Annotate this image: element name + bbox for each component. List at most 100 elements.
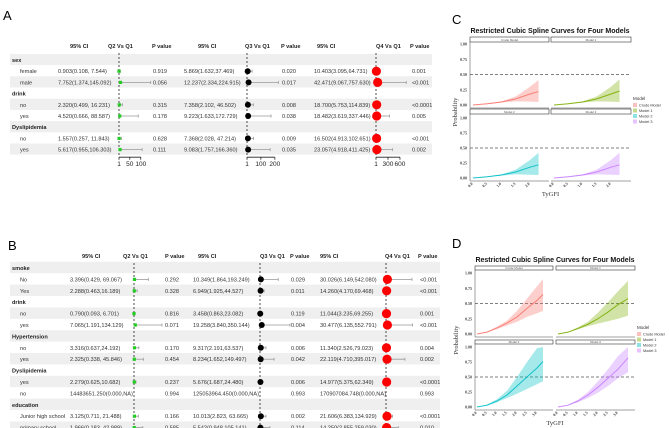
confidence-band bbox=[554, 79, 620, 105]
column-header: P value bbox=[152, 44, 172, 50]
x-tick-label: 1.5 bbox=[501, 410, 508, 417]
p-value: 0.993 bbox=[420, 391, 434, 397]
p-value: <0.0001 bbox=[420, 380, 440, 386]
x-tick-label: 1.5 bbox=[590, 181, 597, 188]
row-label: no bbox=[20, 103, 26, 109]
p-value: 0.585 bbox=[165, 426, 179, 428]
facet-strip-label: Model 2 bbox=[504, 110, 515, 114]
p-value: <0.001 bbox=[420, 323, 437, 329]
ci-text: 5.676(1.687,24.480) bbox=[193, 380, 244, 386]
estimate-marker bbox=[257, 344, 264, 351]
estimate-marker bbox=[132, 357, 136, 361]
axis-tick-label: 1 bbox=[245, 161, 249, 168]
estimate-marker bbox=[244, 68, 251, 75]
ci-text: 8.234(1.652,149.497) bbox=[193, 357, 247, 363]
estimate-marker bbox=[382, 377, 392, 387]
column-header: 95% CI bbox=[198, 254, 217, 260]
group-label: drink bbox=[12, 300, 27, 306]
estimate-marker bbox=[132, 289, 136, 293]
estimate-marker bbox=[244, 135, 251, 142]
estimate-marker bbox=[257, 379, 264, 385]
y-tick-label: 0.75 bbox=[465, 286, 472, 291]
p-value: 0.006 bbox=[291, 346, 305, 352]
x-tick-label: 1.0 bbox=[491, 410, 498, 417]
p-value: 0.004 bbox=[420, 346, 434, 352]
p-value: 0.056 bbox=[153, 80, 167, 86]
legend-swatch bbox=[633, 114, 637, 118]
column-header: P value bbox=[165, 254, 185, 260]
axis-tick-label: 100 bbox=[255, 161, 266, 168]
estimate-marker bbox=[372, 100, 382, 110]
x-tick-label: 1.0 bbox=[572, 410, 579, 417]
estimate-marker bbox=[132, 277, 137, 281]
legend-label: Crude Model bbox=[643, 333, 665, 337]
row-label: No bbox=[20, 277, 27, 283]
legend-label: Crude Model bbox=[639, 104, 661, 108]
facet-strip bbox=[550, 36, 632, 43]
row-shading bbox=[10, 421, 440, 428]
row-shading bbox=[10, 53, 432, 66]
ci-text: 10.013(2.823, 63.665) bbox=[193, 414, 248, 420]
ci-text: 18.482(3.619,337.446) bbox=[314, 114, 371, 120]
ci-text: 10.403(3.095,64.731) bbox=[314, 69, 368, 75]
y-tick-label: 0.75 bbox=[465, 360, 472, 365]
row-label: no bbox=[20, 312, 26, 318]
ci-text: 7.752(1.374,145.092) bbox=[58, 80, 112, 86]
y-tick-label: 0.50 bbox=[460, 146, 467, 151]
x-tick-label: 0.0 bbox=[548, 181, 555, 188]
p-value: <0.0001 bbox=[412, 103, 432, 109]
estimate-marker bbox=[132, 380, 136, 384]
facet-strip bbox=[469, 108, 550, 115]
facet-strip-label: Model 1 bbox=[590, 266, 601, 270]
p-value: 0.009 bbox=[282, 136, 296, 142]
estimate-marker bbox=[372, 145, 382, 155]
y-tick-label: 0.00 bbox=[460, 176, 467, 181]
estimate-marker bbox=[257, 356, 264, 363]
x-tick-label: 0.0 bbox=[552, 410, 559, 417]
row-shading bbox=[10, 284, 440, 296]
column-header: Q4 Vs Q1 bbox=[376, 44, 401, 50]
x-tick-label: 0.0 bbox=[471, 410, 478, 417]
ci-text: 125053964.450(0.000,NA) bbox=[193, 391, 259, 397]
ci-text: 6.949(1.925,44.527) bbox=[193, 289, 244, 295]
legend-swatch bbox=[633, 119, 637, 124]
p-value: 0.029 bbox=[291, 277, 305, 283]
ci-text: 10.349(1.864,193.249) bbox=[193, 277, 250, 283]
ci-text: 7.065(1.191,134.129) bbox=[70, 323, 124, 329]
ci-text: 42.471(9.067,757.630) bbox=[314, 80, 371, 86]
row-label: yes bbox=[20, 114, 29, 120]
confidence-band bbox=[477, 347, 543, 407]
axis-tick-label: 100 bbox=[135, 161, 146, 168]
confidence-band bbox=[558, 347, 628, 407]
ci-text: 2.325(0.338, 45.846) bbox=[70, 357, 122, 363]
ci-text: 3.316(0.637,24.192) bbox=[70, 346, 121, 352]
y-tick-label: 0.75 bbox=[460, 131, 467, 136]
forest-plot-a: 95% CI Q2 Vs Q1 P value 95% CI Q3 Vs Q1 P val… bbox=[10, 44, 432, 168]
ci-text: 3.125(0.711, 21.488) bbox=[70, 414, 122, 420]
estimate-marker bbox=[245, 79, 252, 86]
ci-text: 5.617(0.955,106.303) bbox=[58, 148, 112, 154]
confidence-band bbox=[558, 280, 628, 334]
row-shading bbox=[10, 330, 440, 342]
axis-tick-label: 1 bbox=[374, 161, 378, 168]
p-value: 0.035 bbox=[282, 148, 296, 154]
p-value: 0.994 bbox=[165, 391, 179, 397]
ci-text: 0.790(0.093, 6.701) bbox=[70, 312, 119, 318]
column-header: P value bbox=[410, 44, 430, 50]
spline-line bbox=[472, 91, 539, 106]
row-shading bbox=[10, 98, 432, 110]
y-tick-label: 1.00 bbox=[465, 345, 472, 350]
confidence-band bbox=[473, 79, 539, 105]
x-tick-label: 2.0 bbox=[511, 410, 518, 417]
column-header: Q2 Vs Q1 bbox=[108, 44, 133, 50]
legend-label: Model 3 bbox=[643, 349, 657, 353]
y-tick-label: 0.50 bbox=[465, 301, 472, 306]
estimate-marker bbox=[382, 411, 392, 421]
p-value: 0.005 bbox=[412, 114, 426, 120]
ci-text: 9.317(2.191,63.537) bbox=[193, 346, 244, 352]
x-tick-label: 2.0 bbox=[605, 181, 612, 188]
ci-text: 16.502(4.913,102.651) bbox=[314, 136, 371, 142]
spline-chart-d: Restricted Cubic Spline Curves for Four … bbox=[453, 257, 665, 427]
x-tick-label: 3.0 bbox=[531, 410, 538, 417]
ci-text: 5.869(1.632,37.469) bbox=[184, 69, 235, 75]
